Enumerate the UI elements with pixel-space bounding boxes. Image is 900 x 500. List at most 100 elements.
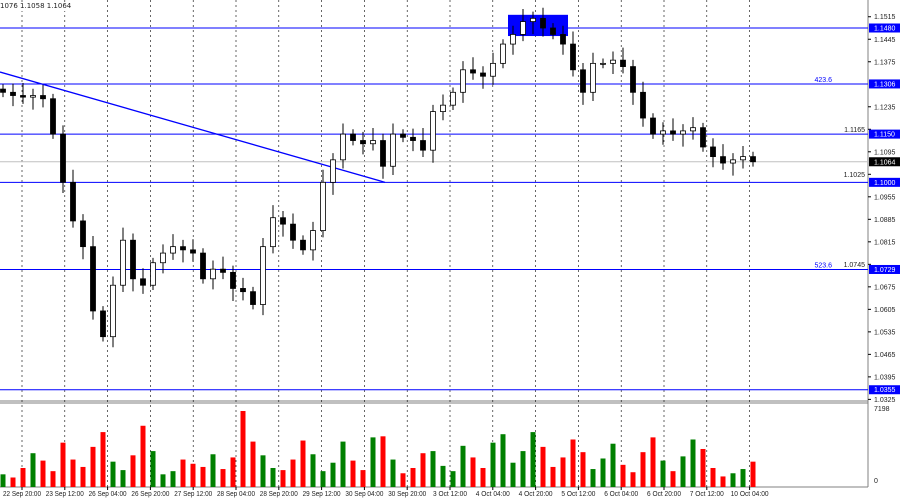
level-price-tag: [869, 129, 900, 139]
volume-bar: [400, 473, 406, 487]
volume-bar: [320, 471, 326, 487]
candle-body: [320, 181, 326, 231]
volume-bar: [620, 464, 626, 487]
candle-body: [360, 140, 366, 145]
volume-bar: [160, 474, 166, 487]
candle-body: [0, 88, 6, 93]
time-tick-label: 7 Oct 12:00: [690, 491, 724, 498]
candle-body: [100, 310, 106, 338]
level-price-label: 1.1306: [874, 81, 896, 88]
level-price-label: 1.1150: [874, 132, 895, 139]
candle-body: [230, 271, 236, 289]
candle-body: [640, 91, 646, 119]
volume-bar: [220, 469, 226, 487]
volume-bar: [230, 457, 236, 487]
time-tick-label: 6 Oct 20:00: [647, 491, 681, 498]
price-tick-label: 1.1095: [874, 149, 896, 156]
fib-level-label: 423.6: [814, 77, 832, 84]
volume-bar: [440, 465, 446, 487]
level-price-tag: [869, 23, 900, 33]
volume-bar: [20, 467, 26, 487]
candle-body: [370, 140, 376, 145]
candle-body: [660, 130, 666, 135]
candle-body: [440, 104, 446, 113]
volume-bar: [30, 453, 36, 487]
volume-bar: [700, 448, 706, 487]
volume-bar: [360, 470, 366, 487]
candle-body: [530, 17, 536, 22]
candle-body: [80, 220, 86, 248]
volume-bar: [600, 458, 606, 487]
candle-body: [40, 95, 46, 100]
volume-bar: [610, 443, 616, 487]
price-tick-label: 1.1515: [874, 14, 896, 21]
candle-body: [720, 156, 726, 164]
candle-body: [60, 133, 66, 183]
candle-body: [300, 239, 306, 251]
level-price-tag: [869, 79, 900, 89]
candle-body: [600, 62, 606, 65]
level-price-label: 1.1480: [874, 26, 896, 33]
ohlc-readout: 1076 1.1058 1.1064: [0, 2, 74, 11]
time-tick-label: 29 Sep 12:00: [303, 491, 341, 498]
level-price-label: 1.0729: [874, 267, 896, 274]
volume-bar: [420, 453, 426, 487]
price-tick-label: 1.0605: [874, 307, 896, 314]
price-tick-label: 1.0885: [874, 217, 896, 224]
candle-body: [260, 246, 266, 305]
volume-bar: [330, 462, 336, 487]
volume-bar: [120, 470, 126, 487]
level-price-label: 1.0355: [874, 387, 896, 394]
candle-body: [730, 159, 736, 164]
volume-bar: [190, 463, 196, 487]
candle-body: [10, 91, 16, 96]
candle-body: [70, 181, 76, 222]
candle-body: [200, 252, 206, 280]
time-tick-label: 5 Oct 12:00: [561, 491, 595, 498]
volume-bar: [460, 445, 466, 487]
price-tick-label: 1.0465: [874, 352, 896, 359]
price-tick-label: 1.0815: [874, 239, 896, 246]
candle-body: [610, 59, 616, 64]
price-tick-label: 1.0535: [874, 329, 896, 336]
candle-body: [560, 34, 566, 45]
volume-min-label: 0: [874, 478, 878, 485]
candle-body: [160, 252, 166, 264]
volume-bar: [580, 452, 586, 487]
candle-body: [350, 133, 356, 141]
volume-bar: [140, 425, 146, 487]
volume-bar: [240, 411, 246, 487]
volume-bar: [510, 462, 516, 487]
candle-body: [590, 62, 596, 93]
candle-body: [20, 95, 26, 98]
candle-body: [700, 127, 706, 148]
candle-body: [450, 91, 456, 106]
volume-bar: [50, 471, 56, 487]
volume-bar: [280, 470, 286, 487]
volume-bar: [270, 467, 276, 487]
candle-body: [540, 17, 546, 29]
candle-body: [430, 111, 436, 151]
volume-bar: [0, 474, 6, 487]
candle-body: [170, 246, 176, 254]
price-tick-label: 1.0325: [874, 397, 896, 404]
volume-bar: [450, 471, 456, 487]
candle-body: [330, 159, 336, 183]
time-tick-label: 30 Sep 20:00: [388, 491, 426, 498]
time-tick-label: 22 Sep 20:00: [3, 491, 41, 498]
candle-body: [410, 136, 416, 141]
candle-body: [150, 262, 156, 286]
candle-body: [90, 246, 96, 312]
volume-bar: [410, 467, 416, 487]
time-tick-label: 4 Oct 20:00: [519, 491, 553, 498]
candle-body: [240, 288, 246, 293]
candle-body: [30, 95, 36, 98]
candle-body: [420, 140, 426, 151]
volume-bar: [690, 439, 696, 487]
price-tick-label: 1.1375: [874, 59, 896, 66]
candle-body: [670, 130, 676, 135]
volume-max-label: 7198: [874, 406, 890, 413]
candle-body: [110, 284, 116, 338]
volume-bar: [260, 455, 266, 487]
